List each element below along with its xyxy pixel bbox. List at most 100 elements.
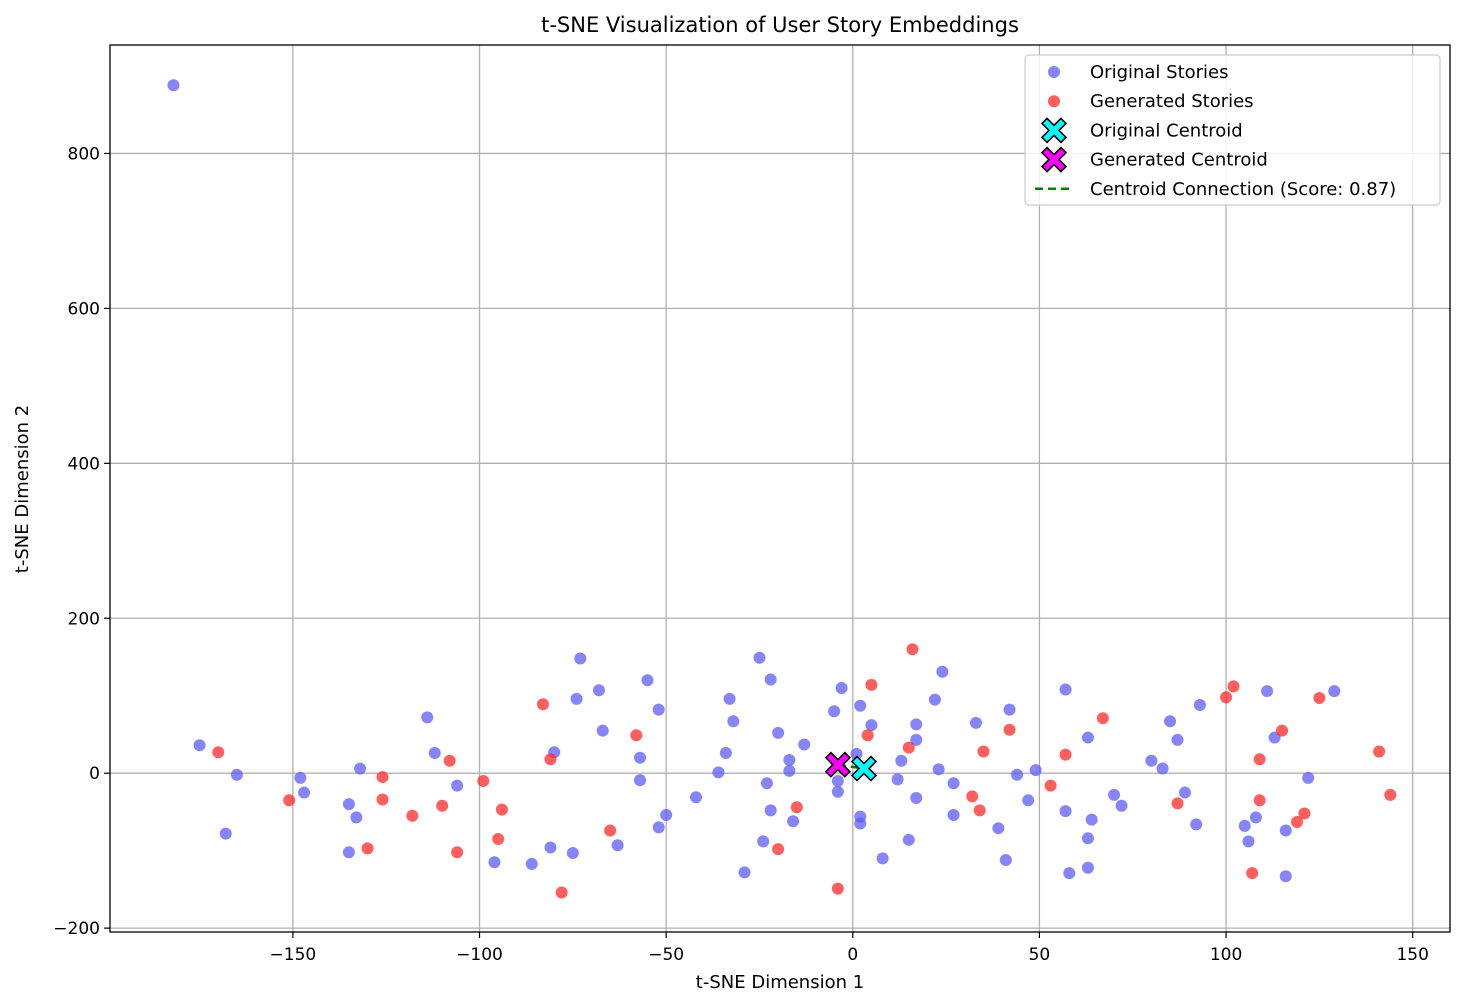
original-story-point (854, 817, 867, 830)
original-story-point (451, 779, 464, 792)
original-story-point (342, 798, 355, 811)
generated-story-point (495, 803, 508, 816)
original-story-point (544, 841, 557, 854)
generated-centroid-marker (824, 751, 851, 778)
original-story-point (1156, 762, 1169, 775)
original-story-point (727, 715, 740, 728)
original-story-point (753, 651, 766, 664)
original-story-point (947, 809, 960, 822)
original-story-point (783, 764, 796, 777)
x-tick-label: 50 (1029, 945, 1051, 965)
original-story-point (1279, 870, 1292, 883)
original-story-point (719, 747, 732, 760)
original-story-point (350, 811, 363, 824)
original-story-point (1261, 685, 1274, 698)
generated-story-point (790, 801, 803, 814)
generated-story-point (604, 824, 617, 837)
original-story-point (1081, 861, 1094, 874)
original-story-point (488, 856, 501, 869)
y-tick-label: −200 (53, 919, 100, 939)
generated-story-point (1313, 692, 1326, 705)
original-story-point (1108, 788, 1121, 801)
generated-story-point (831, 882, 844, 895)
original-story-point (854, 699, 867, 712)
original-story-point (1178, 786, 1191, 799)
original-story-point (891, 773, 904, 786)
original-story-point (764, 673, 777, 686)
original-story-point (1085, 813, 1098, 826)
generated-story-point (630, 729, 643, 742)
y-axis-label: t-SNE Dimension 2 (12, 405, 33, 573)
legend-original-centroid-marker (1040, 117, 1068, 144)
legend-generated-stories-marker (1048, 95, 1060, 108)
original-story-point (936, 665, 949, 678)
generated-story-point (1059, 748, 1072, 761)
original-story-point (294, 771, 307, 784)
original-story-point (342, 846, 355, 859)
original-story-point (831, 774, 844, 787)
original-story-point (1022, 794, 1035, 807)
original-story-point (660, 809, 673, 822)
y-tick-label: 0 (89, 764, 100, 784)
original-story-point (1164, 715, 1177, 728)
original-story-point (1059, 805, 1072, 818)
original-story-point (298, 786, 311, 799)
generated-story-point (1096, 712, 1109, 725)
y-tick-label: 600 (68, 299, 100, 319)
generated-story-point (1246, 867, 1259, 880)
original-story-point (596, 724, 609, 737)
legend-generated-centroid-marker (1040, 146, 1068, 173)
original-story-point (570, 692, 583, 705)
generated-story-point (1373, 745, 1386, 758)
original-story-point (167, 79, 180, 92)
generated-story-point (1227, 680, 1240, 693)
original-story-point (634, 751, 647, 764)
y-tick-label: 200 (68, 609, 100, 629)
axis-ticks: −150 −100 −50 0 50 100 150 −200 0 200 400 600 800 (53, 144, 1429, 965)
legend-original-stories-label: Original Stories (1090, 62, 1229, 83)
original-story-point (1328, 685, 1341, 698)
legend-box (1024, 54, 1441, 206)
original-story-point (634, 774, 647, 787)
original-story-point (910, 718, 923, 731)
original-story-point (1059, 683, 1072, 696)
generated-story-point (212, 746, 225, 759)
generated-story-point (477, 774, 490, 787)
generated-story-point (1290, 815, 1303, 828)
generated-story-point (977, 745, 990, 758)
original-story-point (932, 763, 945, 776)
y-tick-label: 800 (68, 144, 100, 164)
generated-story-point (443, 754, 456, 767)
original-story-point (760, 777, 773, 790)
generated-story-point (1384, 788, 1397, 801)
x-tick-label: 150 (1396, 945, 1428, 965)
original-story-point (910, 791, 923, 804)
generated-story-point (966, 790, 979, 803)
data-points (167, 79, 1397, 899)
generated-story-point (544, 753, 557, 766)
original-story-point (690, 791, 703, 804)
original-story-point (1190, 818, 1203, 831)
generated-story-point (861, 729, 874, 742)
original-story-point (723, 692, 736, 705)
generated-story-point (865, 678, 878, 691)
original-story-point (1081, 832, 1094, 845)
original-story-point (757, 835, 770, 848)
original-story-point (865, 719, 878, 732)
plot-frame (109, 44, 1451, 933)
original-story-point (354, 762, 367, 775)
generated-story-point (555, 886, 568, 899)
original-story-point (1249, 811, 1262, 824)
generated-story-point (1298, 807, 1311, 820)
generated-story-point (1044, 779, 1057, 792)
original-story-point (910, 733, 923, 746)
original-story-point (428, 747, 441, 760)
original-story-point (1279, 824, 1292, 837)
x-tick-label: 100 (1210, 945, 1242, 965)
original-story-point (835, 681, 848, 694)
original-story-point (850, 747, 863, 760)
original-story-point (1115, 799, 1128, 812)
generated-story-point (536, 698, 549, 711)
generated-story-point (902, 741, 915, 754)
original-story-point (652, 821, 665, 834)
